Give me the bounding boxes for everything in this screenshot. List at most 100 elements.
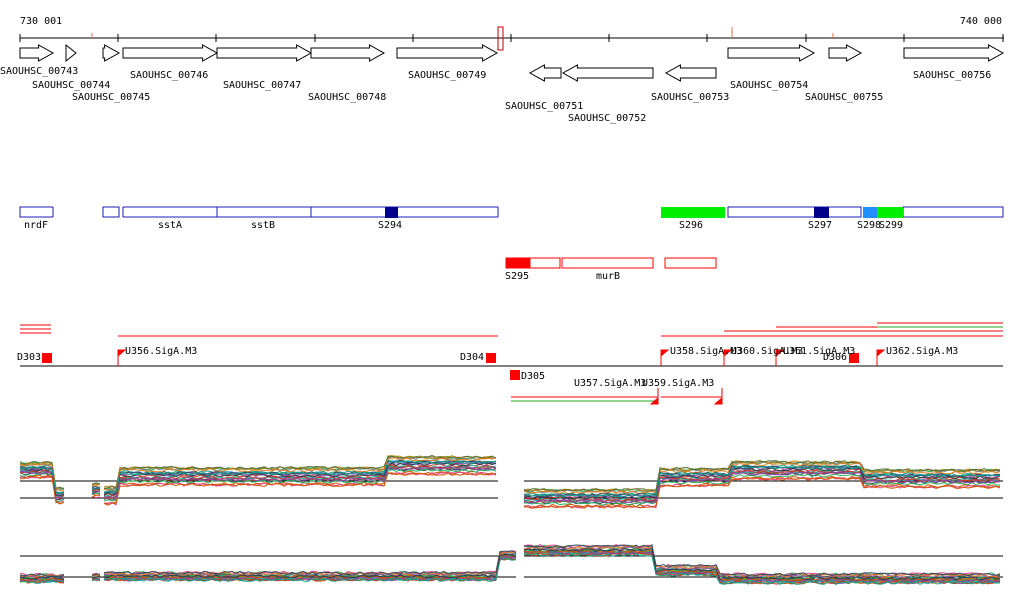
gene-label: SAOUHSC_00743: [0, 66, 78, 77]
feature-box: [19, 206, 54, 218]
expression-series: [19, 454, 1001, 493]
gene-label: SAOUHSC_00755: [805, 92, 883, 103]
promoter-flag: [660, 349, 670, 366]
expression-series: [19, 544, 1001, 577]
gene-label: SAOUHSC_00744: [32, 80, 110, 91]
feature-label: nrdF: [24, 220, 48, 231]
feature-box: [102, 206, 120, 218]
promoter-flag: [649, 388, 659, 405]
promoter-flag: [876, 349, 886, 366]
reverse-feature-label: murB: [596, 271, 620, 282]
reverse-feature-box: [529, 257, 561, 269]
promoter-label: U358.SigA.M3: [670, 346, 742, 357]
gene-arrow: [727, 44, 816, 62]
reverse-feature-box: [505, 257, 531, 269]
feature-fill: [385, 207, 398, 218]
promoter-track: D303 U356.SigA.M3 D304 D305 U357.SigA.M3U359…: [17, 322, 1003, 405]
terminator-box: [42, 353, 52, 363]
expression-series: [19, 472, 1001, 509]
terminator-box: [510, 370, 520, 380]
expression-series: [19, 470, 1001, 508]
promoter-label: U361.SigA.M3: [783, 346, 855, 357]
promoter-flag: [713, 388, 723, 405]
feature-box: [310, 206, 499, 218]
feature-label: sstA: [158, 220, 182, 231]
reverse-feature-label: S295: [505, 271, 529, 282]
expression-series: [19, 460, 1001, 498]
promoter-flag: [723, 349, 733, 366]
expression-series: [19, 548, 1001, 581]
feature-label: S297: [808, 220, 832, 231]
gene-label: SAOUHSC_00751: [505, 101, 583, 112]
feature-track-reverse: S295 murB: [505, 257, 717, 282]
feature-fill: [661, 207, 725, 218]
gene-arrow: [561, 64, 654, 82]
gene-arrow: [19, 44, 55, 62]
gene-label: SAOUHSC_00754: [730, 80, 808, 91]
feature-box: [122, 206, 218, 218]
gene-arrow: [122, 44, 219, 62]
expression-series: [19, 457, 1001, 495]
expression-series: [19, 460, 1001, 498]
feature-label: S299: [879, 220, 903, 231]
gene-label: SAOUHSC_00745: [72, 92, 150, 103]
feature-box: [216, 206, 312, 218]
gene-label: SAOUHSC_00747: [223, 80, 301, 91]
feature-fill: [863, 207, 877, 218]
gene-arrow: [102, 44, 121, 62]
promoter-label: U360.SigA.M3: [731, 346, 803, 357]
gene-label: SAOUHSC_00748: [308, 92, 386, 103]
expression-series: [19, 462, 1001, 500]
gene-arrow: [216, 44, 313, 62]
expression-series: [19, 545, 1001, 578]
gene-arrow: [65, 43, 77, 63]
gene-arrow: [903, 44, 1005, 62]
feature-label: S296: [679, 220, 703, 231]
expression-series: [19, 468, 1001, 506]
coordinate-axis: 730 001 740 000: [19, 16, 1004, 51]
gene-label: SAOUHSC_00756: [913, 70, 991, 81]
gene-label: SAOUHSC_00749: [408, 70, 486, 81]
gene-arrow: [310, 44, 386, 62]
reverse-feature-box: [664, 257, 717, 269]
feature-fill: [877, 207, 903, 218]
promoter-label: U356.SigA.M3: [125, 346, 197, 357]
feature-box: [902, 206, 1004, 218]
promoter-label: U357.SigA.M3: [574, 378, 646, 389]
gene-arrow: [664, 64, 717, 82]
feature-label: S294: [378, 220, 402, 231]
axis-start-label: 730 001: [20, 16, 62, 27]
gene-label: SAOUHSC_00752: [568, 113, 646, 124]
view-cursor: [497, 26, 504, 51]
expression-series: [19, 466, 1001, 504]
promoter-flag: [117, 349, 127, 366]
promoter-label: D305: [521, 371, 545, 382]
gene-arrow: [396, 44, 499, 62]
axis-end-label: 740 000: [960, 16, 1002, 27]
feature-fill: [814, 207, 829, 218]
promoter-label: D304: [460, 352, 484, 363]
expression-profile-bottom: [19, 544, 1003, 585]
promoter-flag: [775, 349, 785, 366]
feature-label: S298: [857, 220, 881, 231]
feature-box: [727, 206, 862, 218]
gene-arrow: [828, 44, 863, 62]
expression-series: [19, 544, 1001, 577]
reverse-feature-box: [561, 257, 654, 269]
gene-arrow: [528, 64, 562, 82]
feature-label: sstB: [251, 220, 275, 231]
terminator-box: [486, 353, 496, 363]
terminator-box: [849, 353, 859, 363]
promoter-label: D306: [823, 352, 847, 363]
promoter-label: D303: [17, 352, 41, 363]
expression-series: [19, 552, 1001, 585]
gene-label: SAOUHSC_00746: [130, 70, 208, 81]
promoter-label: U362.SigA.M3: [886, 346, 958, 357]
expression-profile-top: [19, 454, 1003, 509]
gene-label: SAOUHSC_00753: [651, 92, 729, 103]
promoter-label: U359.SigA.M3: [642, 378, 714, 389]
